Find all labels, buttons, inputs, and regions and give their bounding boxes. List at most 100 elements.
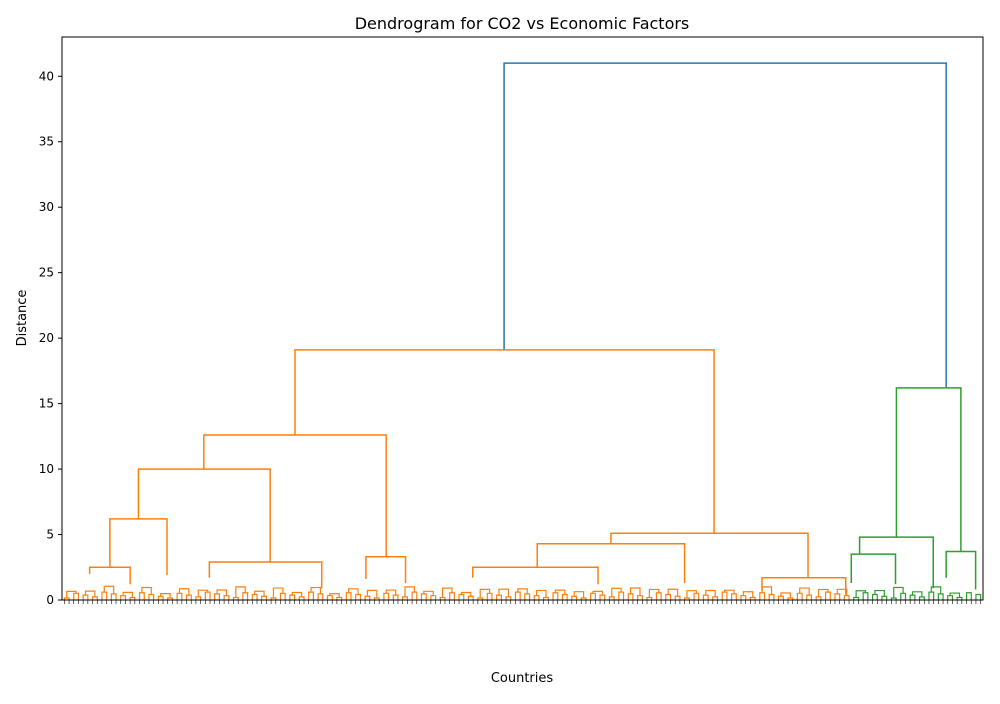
leaf-pair-link (834, 593, 841, 600)
leaf-pair-link (637, 595, 643, 600)
leaf-pair-link (289, 594, 296, 600)
y-tick-label: 25 (39, 266, 54, 280)
leaf-pair-link (514, 591, 521, 600)
leaf-pair-link (524, 593, 531, 600)
leaf-group-link (780, 592, 791, 599)
leaf-pair-link (693, 592, 700, 600)
leaf-group-link (893, 586, 904, 599)
leaf-pair-link (355, 593, 361, 600)
leaf-group-link (930, 586, 942, 594)
leaf-pair-link (618, 591, 625, 600)
leaf-pair-link (815, 596, 822, 600)
leaf-pair-link (533, 595, 540, 600)
leaf-pair-link (91, 596, 98, 600)
leaf-group-link (272, 587, 284, 599)
y-axis-label: Distance (15, 290, 30, 347)
y-tick-label: 5 (46, 528, 54, 542)
leaf-group-link (949, 592, 961, 598)
leaf-pair-link (843, 595, 850, 600)
dendrogram-link-orange-right-b (761, 576, 847, 595)
leaf-group-link (629, 587, 641, 596)
y-tick-label: 30 (39, 200, 54, 214)
leaf-pair-link (740, 595, 747, 600)
leaf-pair-link (204, 591, 211, 600)
leaf-pair-link (796, 592, 803, 600)
leaf-group-link (723, 589, 735, 594)
x-axis-label: Countries (491, 671, 554, 686)
leaf-pair-link (806, 594, 813, 600)
leaf-pair-link (110, 593, 117, 600)
leaf-group-link (686, 590, 697, 599)
leaf-pair-link (721, 591, 728, 600)
y-tick-label: 35 (39, 135, 54, 149)
leaf-pair-link (402, 596, 408, 600)
leaf-pair-link (336, 596, 343, 600)
leaf-pair-link (261, 595, 268, 600)
leaf-pair-link (458, 593, 465, 600)
leaf-group-link (799, 587, 810, 596)
leaf-pair-link (862, 592, 869, 600)
leaf-pair-link (411, 591, 418, 600)
dendrogram-link-orange-left-a2 (208, 561, 323, 589)
leaf-pair-link (185, 594, 192, 600)
leaf-pair-link (665, 593, 672, 600)
leaf-pair-link (627, 593, 634, 600)
leaf-group-link (554, 589, 566, 595)
leaf-group-link (178, 588, 190, 596)
y-tick-label: 10 (39, 462, 54, 476)
leaf-pair-link (439, 596, 446, 600)
leaf-group-link (836, 588, 848, 596)
leaf-group-link (254, 590, 265, 597)
dendrogram-link-orange-right-a (536, 542, 686, 583)
leaf-group-link (460, 591, 472, 597)
dendrogram-link-orange-right (610, 532, 809, 578)
leaf-group-link (535, 589, 547, 598)
leaf-group-link (761, 586, 773, 595)
leaf-pair-link (430, 595, 437, 600)
leaf-group-link (216, 589, 228, 596)
leaf-pair-link (571, 595, 578, 600)
dendrogram-link-green-right (945, 550, 977, 590)
leaf-group-link (404, 586, 416, 597)
leaf-group-link (573, 591, 585, 599)
leaf-pair-link (298, 596, 305, 600)
y-tick-label: 0 (46, 593, 54, 607)
leaf-group-link (385, 589, 397, 596)
leaf-pair-link (251, 593, 258, 600)
leaf-pair-link (928, 591, 935, 600)
leaf-group-link (874, 589, 885, 597)
dendrogram-link-orange-left-a1 (109, 518, 168, 576)
leaf-pair-link (223, 595, 230, 600)
leaf-group-link (479, 588, 491, 599)
leaf-group-link (348, 588, 359, 595)
leaf-group-link (855, 590, 867, 598)
leaf-group-link (197, 589, 209, 597)
leaf-group-link (66, 590, 77, 599)
leaf-pair-link (364, 595, 371, 600)
leaf-pair-link (731, 593, 737, 600)
leaf-group-link (122, 591, 134, 598)
dendrogram-link-orange-top (294, 349, 715, 534)
dendrogram-link-orange-left (203, 434, 387, 557)
leaf-group-link (329, 593, 340, 598)
leaf-pair-link (824, 591, 831, 600)
leaf-pair-link (120, 595, 127, 600)
leaf-pair-link (947, 595, 954, 600)
leaf-group-link (592, 590, 603, 596)
y-tick-label: 40 (39, 69, 54, 83)
leaf-group-link (817, 588, 829, 597)
leaf-pair-link (326, 595, 333, 600)
leaf-pair-link (702, 594, 709, 600)
leaf-group-link (366, 589, 378, 599)
leaf-pair-link (345, 592, 352, 600)
leaf-pair-link (749, 596, 756, 600)
leaf-pair-link (712, 596, 719, 600)
leaf-pair-link (73, 592, 80, 600)
leaf-group-link (235, 586, 246, 598)
leaf-pair-link (214, 593, 221, 600)
y-tick-label: 20 (39, 331, 54, 345)
leaf-pair-link (909, 594, 916, 600)
leaf-group-link (705, 589, 716, 597)
